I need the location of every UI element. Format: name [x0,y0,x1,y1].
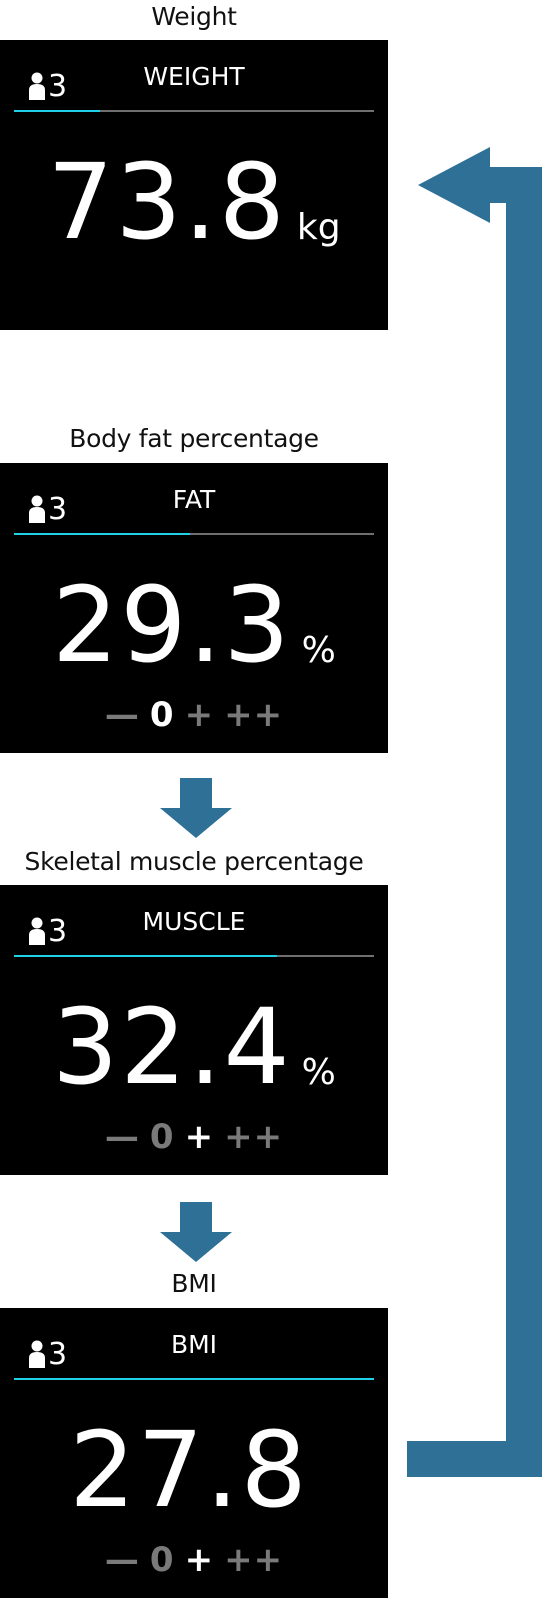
person-icon [29,72,45,100]
screen-caption: BMI [171,1269,217,1298]
user-number: 3 [48,1337,68,1372]
value-number: 29.3 [52,564,292,686]
screen-caption: Body fat percentage [69,424,319,453]
progress-fill [14,1378,374,1380]
rating-option: 0 [149,695,175,735]
screen-caption: Weight [151,2,237,31]
down-arrow-icon [160,778,232,838]
value-unit: % [301,1052,336,1093]
rating-scale: —0 + ++ [0,1540,388,1580]
rating-option: 0 [149,1540,175,1580]
metric-label: MUSCLE [142,907,246,936]
metric-value: 27.8 [0,1409,388,1531]
person-icon [29,1340,45,1368]
rating-scale: —0 + ++ [0,1117,388,1157]
metric-value: 73.8 kg [0,141,388,263]
user-indicator: 3 [28,1334,68,1372]
rating-option: + [184,1540,215,1580]
progress-track [14,110,374,112]
bmi-screen: 3 BMI 27.8 —0 + ++ [0,1308,388,1598]
metric-label: BMI [170,1330,218,1359]
progress-track [14,955,374,957]
user-indicator: 3 [28,489,68,527]
user-number: 3 [48,69,68,104]
loop-back-arrow-icon [407,147,542,1477]
metric-label: WEIGHT [143,62,245,91]
value-number: 73.8 [47,141,287,263]
value-number: 32.4 [52,986,292,1108]
value-number: 27.8 [69,1409,309,1531]
screen-caption: Skeletal muscle percentage [24,847,364,876]
rating-option: ++ [224,1540,284,1580]
progress-fill [14,110,101,112]
rating-option: + [184,1117,215,1157]
rating-option: + [184,695,215,735]
user-number: 3 [48,492,68,527]
value-unit: kg [296,207,341,248]
user-indicator: 3 [28,911,68,949]
person-icon [29,917,45,945]
muscle-screen: 3 MUSCLE 32.4 % —0 + ++ [0,885,388,1175]
rating-option: — [104,1540,140,1580]
metric-label: FAT [172,485,216,514]
rating-option: — [104,695,140,735]
fat-screen: 3 FAT 29.3 % —0 + ++ [0,463,388,753]
progress-track [14,1378,374,1380]
progress-fill [14,533,191,535]
rating-scale: —0 + ++ [0,695,388,735]
rating-option: ++ [224,1117,284,1157]
metric-value: 29.3 % [0,564,388,686]
user-number: 3 [48,914,68,949]
weight-screen: 3 WEIGHT 73.8 kg [0,40,388,330]
rating-option: — [104,1117,140,1157]
rating-option: ++ [224,695,284,735]
rating-option: 0 [149,1117,175,1157]
down-arrow-icon [160,1202,232,1262]
user-indicator: 3 [28,66,68,104]
person-icon [29,495,45,523]
progress-fill [14,955,277,957]
metric-value: 32.4 % [0,986,388,1108]
progress-track [14,533,374,535]
value-unit: % [301,630,336,671]
